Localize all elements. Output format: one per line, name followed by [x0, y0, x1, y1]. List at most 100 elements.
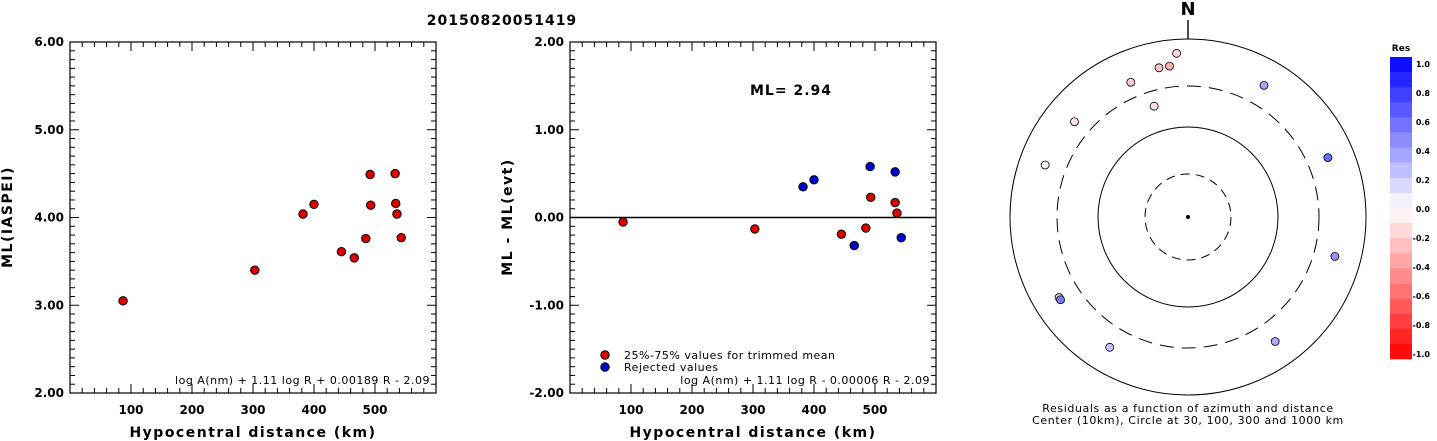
station-marker	[1149, 101, 1159, 111]
colorbar-title: Res	[1392, 44, 1410, 54]
y-tick-label: -1.00	[529, 298, 564, 312]
colorbar-cell	[1390, 162, 1412, 179]
data-point	[366, 200, 376, 210]
ml-vs-distance-panel: 2.00 3.00 4.00 5.00 6.00 100 200 300 400 500 log…	[0, 35, 437, 441]
colorbar-tick-label: -0.4	[1413, 263, 1431, 272]
used-point	[861, 223, 871, 233]
used-point	[892, 208, 902, 218]
x-tick-label: 100	[118, 403, 143, 417]
rejected-point	[809, 175, 819, 185]
legend-marker-used	[600, 350, 610, 360]
colorbar-cell	[1390, 253, 1412, 269]
colorbar-cell	[1390, 343, 1412, 360]
station-marker	[1172, 48, 1181, 58]
y-tick-label: 0.00	[534, 211, 564, 225]
colorbar-tick-label: 0.6	[1416, 118, 1431, 127]
rejected-point	[798, 182, 808, 192]
y-tick-label: 1.00	[534, 123, 564, 137]
data-point	[392, 209, 402, 219]
colorbar-cell	[1390, 57, 1412, 73]
used-point	[866, 192, 876, 203]
station-marker	[1330, 251, 1340, 261]
colorbar-cell	[1390, 328, 1412, 345]
colorbar-tick-label: 0.2	[1416, 176, 1430, 185]
colorbar-cell	[1390, 87, 1412, 103]
event-id-title: 20150820051419	[427, 13, 577, 29]
center-dot	[1186, 215, 1190, 219]
residual-vs-distance-panel: -2.00 -1.00 0.00 1.00 2.00 100 200 300 400 500 M…	[500, 35, 937, 441]
used-point	[750, 224, 760, 234]
station-marker	[1323, 153, 1333, 163]
colorbar-tick-label: 0.8	[1416, 89, 1431, 98]
x-tick-label: 400	[801, 403, 826, 417]
station-marker	[1126, 77, 1136, 87]
x-axis-label: Hypocentral distance (km)	[129, 425, 376, 441]
x-tick-label: 300	[240, 403, 265, 417]
y-tick-label: 4.00	[34, 211, 64, 225]
station-marker	[1259, 80, 1269, 90]
circle-1000km	[1009, 38, 1367, 396]
circle-100km	[1097, 126, 1279, 308]
station-marker	[1154, 63, 1164, 73]
y-tick-labels: -2.00 -1.00 0.00 1.00 2.00	[529, 35, 564, 400]
data-point	[391, 198, 401, 209]
colorbar-cell	[1390, 268, 1412, 284]
legend-label-rejected: Rejected values	[624, 361, 719, 374]
y-tick-label: 6.00	[34, 35, 64, 49]
rejected-point	[865, 161, 875, 172]
station-marker	[1165, 61, 1174, 71]
y-axis-label: ML(IASPEI)	[0, 166, 16, 268]
caption-line-1: Residuals as a function of azimuth and d…	[1042, 402, 1333, 415]
tick-marks	[70, 42, 436, 393]
y-tick-label: 2.00	[534, 35, 564, 49]
data-point	[309, 199, 319, 210]
event-ml-label: ML= 2.94	[750, 83, 832, 99]
legend: 25%-75% values for trimmed mean Rejected…	[600, 349, 835, 374]
data-point	[250, 265, 260, 275]
used-point	[836, 229, 847, 239]
y-tick-label: -2.00	[529, 386, 564, 400]
x-tick-label: 200	[179, 403, 204, 417]
y-tick-label: 3.00	[34, 298, 64, 312]
x-tick-labels: 100 200 300 400 500	[618, 403, 887, 417]
x-tick-label: 200	[679, 403, 704, 417]
colorbar-cell	[1390, 147, 1412, 163]
colorbar-cell	[1390, 132, 1412, 148]
colorbar-tick-label: -0.6	[1413, 292, 1431, 301]
y-tick-labels: 2.00 3.00 4.00 5.00 6.00	[34, 35, 64, 400]
colorbar-tick-label: -0.8	[1413, 321, 1431, 330]
colorbar-cell	[1390, 117, 1412, 133]
data-point	[336, 247, 347, 257]
data-point	[298, 209, 308, 219]
colorbar-cell	[1390, 313, 1412, 330]
x-tick-label: 300	[740, 403, 765, 417]
formula-label: log A(nm) + 1.11 log R - 0.00006 R - 2.0…	[680, 374, 930, 387]
azimuth-residual-panel: N Residuals as a function of azimuth and…	[1009, 0, 1367, 427]
colorbar-cell	[1390, 208, 1412, 224]
used-point	[618, 217, 628, 227]
colorbar-tick-label: -1.0	[1413, 350, 1431, 359]
used-point	[890, 197, 900, 208]
colorbar-cell	[1390, 298, 1412, 314]
station-marker	[1040, 160, 1050, 170]
x-tick-labels: 100 200 300 400 500	[118, 403, 387, 417]
data-points	[118, 168, 406, 306]
station-markers	[1040, 48, 1340, 352]
y-axis-label: ML - ML(evt)	[500, 158, 516, 275]
x-tick-label: 400	[301, 403, 326, 417]
colorbar-cell	[1390, 223, 1412, 239]
rejected-point	[896, 232, 906, 243]
colorbar-cell	[1390, 72, 1412, 88]
x-tick-label: 500	[362, 403, 387, 417]
data-point	[349, 253, 359, 263]
colorbar-cell	[1390, 192, 1412, 209]
data-point	[365, 169, 375, 180]
station-marker	[1270, 337, 1280, 346]
data-point	[396, 232, 406, 243]
tick-marks	[570, 42, 936, 393]
data-point	[390, 168, 400, 179]
plot-frame	[69, 41, 437, 394]
residual-colorbar: Res 1.0 0.8 0.6 0.4 0.2 0.0 -0.2 -0.4 -0.6 -0.8 -1…	[1390, 44, 1431, 360]
station-marker	[1070, 117, 1079, 127]
